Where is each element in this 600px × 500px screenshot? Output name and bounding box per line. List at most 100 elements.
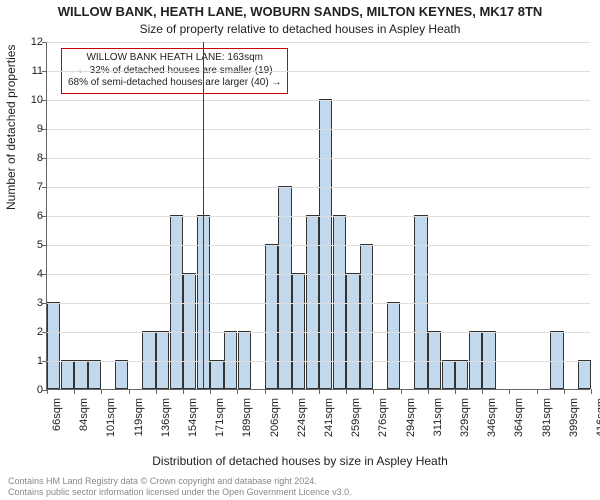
x-tick-mark xyxy=(401,389,402,394)
y-tick-label: 6 xyxy=(23,210,43,222)
bar xyxy=(360,244,373,389)
y-tick-label: 9 xyxy=(23,123,43,135)
bar xyxy=(442,360,455,389)
x-tick-label: 346sqm xyxy=(486,398,498,442)
x-tick-mark xyxy=(183,389,184,394)
y-tick-label: 2 xyxy=(23,326,43,338)
x-tick-mark xyxy=(346,389,347,394)
bar xyxy=(170,215,183,389)
x-tick-mark xyxy=(319,389,320,394)
y-tick-label: 1 xyxy=(23,355,43,367)
x-tick-label: 171sqm xyxy=(214,398,226,442)
x-axis-label: Distribution of detached houses by size … xyxy=(0,454,600,468)
info-line-1: WILLOW BANK HEATH LANE: 163sqm xyxy=(68,52,281,65)
x-tick-mark xyxy=(265,389,266,394)
grid-line xyxy=(47,274,590,275)
grid-line xyxy=(47,216,590,217)
x-tick-label: 294sqm xyxy=(405,398,417,442)
bar xyxy=(238,331,251,389)
x-tick-mark xyxy=(156,389,157,394)
x-tick-mark xyxy=(455,389,456,394)
bar xyxy=(550,331,563,389)
x-tick-mark xyxy=(373,389,374,394)
y-tick-label: 8 xyxy=(23,152,43,164)
x-tick-label: 259sqm xyxy=(350,398,362,442)
x-tick-mark xyxy=(129,389,130,394)
x-tick-label: 416sqm xyxy=(595,398,600,442)
y-tick-label: 5 xyxy=(23,239,43,251)
bar xyxy=(61,360,74,389)
x-tick-mark xyxy=(210,389,211,394)
y-tick-label: 12 xyxy=(23,36,43,48)
x-tick-mark xyxy=(509,389,510,394)
grid-line xyxy=(47,245,590,246)
y-tick-label: 4 xyxy=(23,268,43,280)
plot-area: WILLOW BANK HEATH LANE: 163sqm ← 32% of … xyxy=(46,42,590,390)
bar xyxy=(47,302,60,389)
x-tick-label: 189sqm xyxy=(241,398,253,442)
grid-line xyxy=(47,71,590,72)
grid-line xyxy=(47,129,590,130)
x-tick-label: 154sqm xyxy=(187,398,199,442)
x-tick-mark xyxy=(482,389,483,394)
x-tick-label: 241sqm xyxy=(323,398,335,442)
bar xyxy=(319,99,332,389)
x-tick-label: 206sqm xyxy=(269,398,281,442)
bar xyxy=(156,331,169,389)
chart-container: WILLOW BANK, HEATH LANE, WOBURN SANDS, M… xyxy=(0,0,600,500)
info-line-3: 68% of semi-detached houses are larger (… xyxy=(68,77,281,90)
grid-line xyxy=(47,100,590,101)
x-tick-mark xyxy=(537,389,538,394)
x-tick-label: 311sqm xyxy=(432,398,444,442)
bar xyxy=(387,302,400,389)
title-main: WILLOW BANK, HEATH LANE, WOBURN SANDS, M… xyxy=(0,4,600,19)
grid-line xyxy=(47,332,590,333)
y-tick-label: 11 xyxy=(23,65,43,77)
x-tick-label: 119sqm xyxy=(133,398,145,442)
x-tick-mark xyxy=(47,389,48,394)
bar xyxy=(292,273,305,389)
bar xyxy=(346,273,359,389)
grid-line xyxy=(47,361,590,362)
y-tick-label: 0 xyxy=(23,384,43,396)
bar xyxy=(578,360,591,389)
bar xyxy=(210,360,223,389)
grid-line xyxy=(47,42,590,43)
x-tick-mark xyxy=(74,389,75,394)
x-tick-label: 101sqm xyxy=(105,398,117,442)
bar xyxy=(115,360,128,389)
attribution: Contains HM Land Registry data © Crown c… xyxy=(8,476,352,498)
x-tick-label: 276sqm xyxy=(377,398,389,442)
x-tick-mark xyxy=(292,389,293,394)
bar xyxy=(183,273,196,389)
bar xyxy=(265,244,278,389)
x-tick-label: 136sqm xyxy=(160,398,172,442)
marker-line xyxy=(203,42,204,389)
x-tick-mark xyxy=(101,389,102,394)
x-tick-mark xyxy=(564,389,565,394)
grid-line xyxy=(47,158,590,159)
bar xyxy=(414,215,427,389)
attribution-line-2: Contains public sector information licen… xyxy=(8,487,352,498)
y-tick-label: 7 xyxy=(23,181,43,193)
x-tick-mark xyxy=(428,389,429,394)
x-tick-label: 399sqm xyxy=(568,398,580,442)
bar xyxy=(224,331,237,389)
y-tick-label: 3 xyxy=(23,297,43,309)
x-tick-label: 329sqm xyxy=(459,398,471,442)
bar xyxy=(428,331,441,389)
x-tick-label: 381sqm xyxy=(541,398,553,442)
title-sub: Size of property relative to detached ho… xyxy=(0,22,600,36)
grid-line xyxy=(47,187,590,188)
bar xyxy=(482,331,495,389)
bar xyxy=(88,360,101,389)
x-tick-mark xyxy=(591,389,592,394)
x-tick-label: 224sqm xyxy=(296,398,308,442)
x-tick-label: 66sqm xyxy=(51,398,63,442)
x-tick-label: 364sqm xyxy=(513,398,525,442)
bar xyxy=(469,331,482,389)
bar xyxy=(306,215,319,389)
bar xyxy=(142,331,155,389)
bar xyxy=(333,215,346,389)
x-tick-label: 84sqm xyxy=(78,398,90,442)
